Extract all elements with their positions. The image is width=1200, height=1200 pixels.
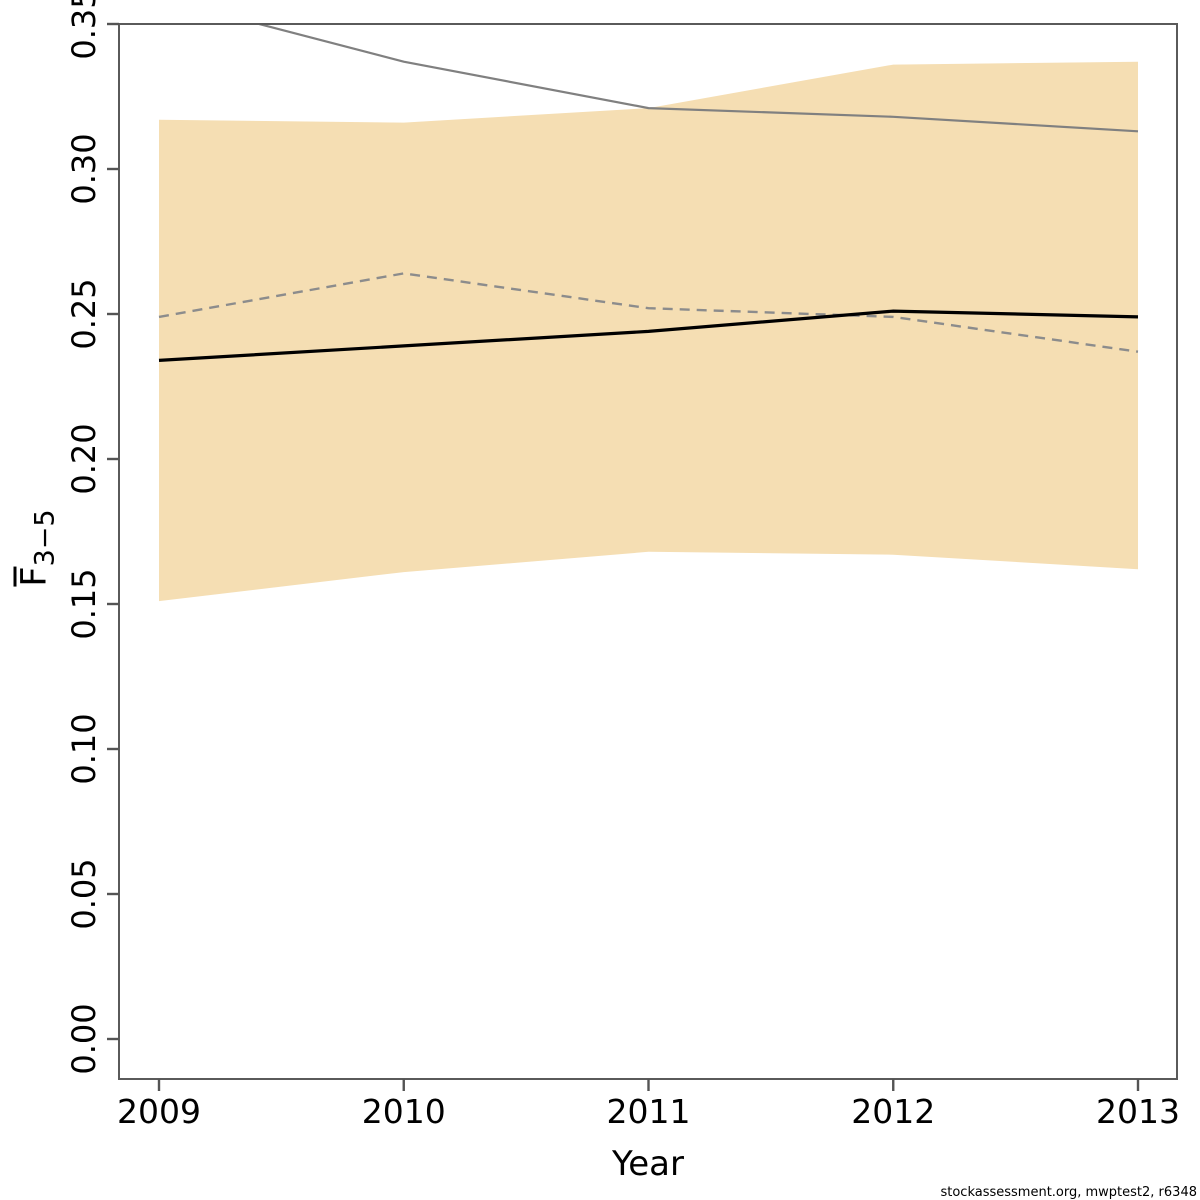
- y-tick-label: 0.15: [65, 568, 103, 639]
- y-tick-label: 0.20: [65, 423, 103, 494]
- x-tick-label: 2009: [117, 1092, 201, 1131]
- y-tick-label: 0.30: [65, 133, 103, 204]
- x-axis-title: Year: [611, 1144, 684, 1184]
- x-tick-label: 2012: [851, 1092, 935, 1131]
- x-tick-label: 2010: [362, 1092, 446, 1131]
- plot-layer: 0.00 0.05 0.10 0.15 0.20 0.25 0.30 0.35 2009 2010…: [65, 0, 1180, 1131]
- x-tick-label: 2013: [1096, 1092, 1180, 1131]
- reference-gray-line: [254, 24, 1139, 133]
- y-tick-label: 0.25: [65, 278, 103, 349]
- footer-credit: stockassessment.org, mwptest2, r6348: [940, 1185, 1197, 1200]
- fbar-symbol: F: [13, 566, 55, 587]
- fbar-subscript: 3−5: [29, 509, 61, 567]
- y-tick-label: 0.10: [65, 713, 103, 784]
- y-tick-label: 0.05: [65, 858, 103, 929]
- x-tick-label: 2011: [607, 1092, 691, 1131]
- y-axis-title: F3−5: [13, 509, 61, 587]
- y-tick-label: 0.35: [65, 0, 103, 60]
- y-tick-label: 0.00: [65, 1003, 103, 1074]
- fbar-estimate-line: [158, 309, 1139, 362]
- comparison-run-dashed-line: [158, 272, 1139, 353]
